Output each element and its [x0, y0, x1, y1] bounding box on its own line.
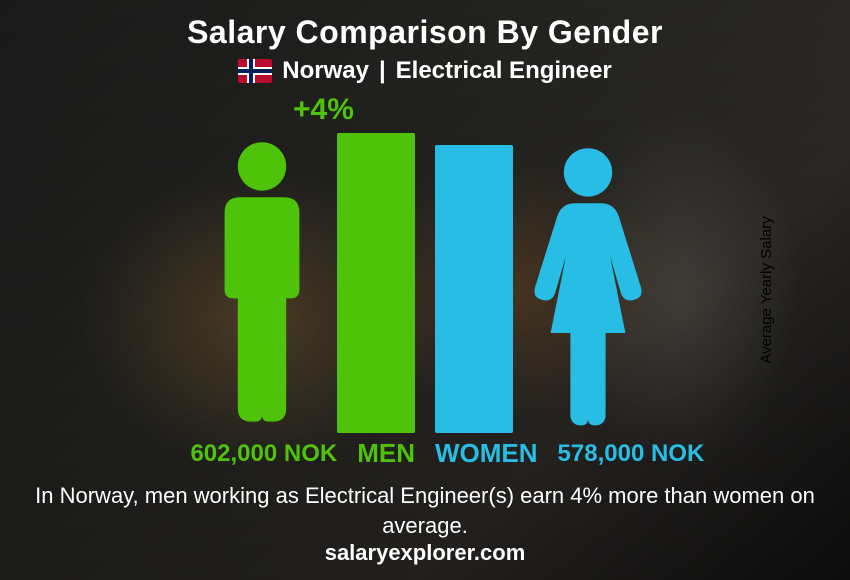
subtitle-row: Norway | Electrical Engineer — [238, 57, 612, 85]
country-label: Norway — [282, 57, 369, 85]
page-title: Salary Comparison By Gender — [187, 14, 663, 51]
women-label: WOMEN — [435, 438, 538, 469]
infographic-content: Salary Comparison By Gender Norway | Ele… — [0, 0, 850, 580]
divider: | — [379, 57, 386, 85]
female-pictogram — [533, 133, 643, 433]
women-salary: 578,000 NOK — [558, 440, 705, 468]
women-label-block: WOMEN 578,000 NOK — [435, 438, 775, 469]
men-salary: 602,000 NOK — [190, 440, 337, 468]
job-title-label: Electrical Engineer — [396, 57, 612, 85]
women-bar — [435, 145, 513, 433]
female-icon — [533, 145, 643, 433]
men-label: MEN — [357, 438, 415, 469]
men-label-block: 602,000 NOK MEN — [75, 438, 415, 469]
men-bar — [337, 133, 415, 433]
norway-flag-icon — [238, 59, 272, 83]
male-pictogram — [207, 133, 317, 433]
percent-difference-label: +4% — [293, 93, 354, 127]
gender-label-row: 602,000 NOK MEN WOMEN 578,000 NOK — [75, 438, 775, 469]
summary-text: In Norway, men working as Electrical Eng… — [35, 481, 815, 540]
male-icon — [207, 133, 317, 433]
y-axis-label: Average Yearly Salary — [758, 216, 775, 363]
footer-source: salaryexplorer.com — [0, 540, 850, 566]
chart-area: +4% 602,000 NOK — [75, 93, 775, 433]
